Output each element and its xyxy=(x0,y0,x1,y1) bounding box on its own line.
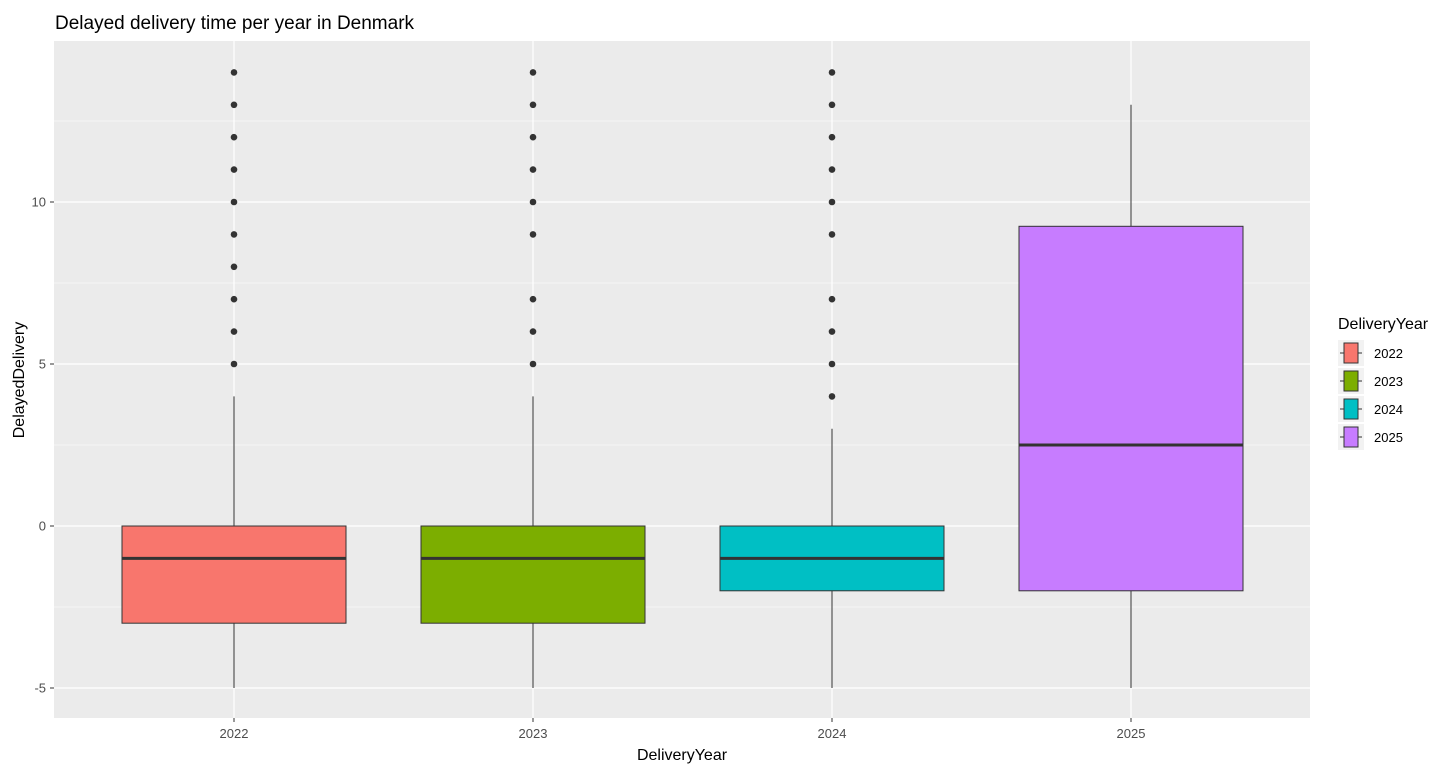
y-axis-ticks: -5 0 5 10 xyxy=(32,195,54,696)
outlier-point xyxy=(828,393,836,400)
box-iqr xyxy=(1018,225,1244,592)
box-2023 xyxy=(420,69,646,688)
outlier-point xyxy=(828,69,836,76)
y-tick-label: 0 xyxy=(39,519,46,534)
outlier-point xyxy=(230,231,238,238)
outlier-point xyxy=(529,360,537,368)
outlier-point xyxy=(529,101,537,109)
outlier-point xyxy=(230,360,238,368)
legend-key-swatch xyxy=(1343,426,1359,448)
outlier-point xyxy=(828,101,836,109)
x-tick-label: 2025 xyxy=(1117,726,1146,741)
outlier-point xyxy=(828,133,836,141)
x-axis-ticks: 2022 2023 2024 2025 xyxy=(220,718,1146,741)
box-2025 xyxy=(1018,104,1244,688)
legend: DeliveryYear 2022 2023 2024 2025 xyxy=(1338,316,1429,450)
outlier-point xyxy=(529,231,537,238)
outlier-point xyxy=(230,101,238,109)
outlier-point xyxy=(230,166,238,173)
outlier-point xyxy=(230,69,238,76)
legend-item-2024: 2024 xyxy=(1338,396,1403,422)
outlier-point xyxy=(529,166,537,173)
legend-key-swatch xyxy=(1343,398,1359,420)
outlier-point xyxy=(828,328,836,335)
box-2022 xyxy=(121,69,347,688)
legend-item-2022: 2022 xyxy=(1338,340,1403,366)
x-axis-label: DeliveryYear xyxy=(637,747,728,764)
outlier-point xyxy=(230,263,238,271)
outlier-point xyxy=(230,328,238,335)
box-2024 xyxy=(719,69,945,688)
box-plots xyxy=(121,69,1244,688)
legend-items: 2022 2023 2024 2025 xyxy=(1338,340,1403,450)
x-tick-label: 2022 xyxy=(220,726,249,741)
outlier-point xyxy=(828,231,836,238)
y-tick-label: 5 xyxy=(39,357,46,372)
legend-key-swatch xyxy=(1343,370,1359,392)
y-axis-label: DelayedDelivery xyxy=(11,322,28,439)
box-iqr xyxy=(121,525,347,624)
y-tick-label: 10 xyxy=(32,195,46,210)
outlier-point xyxy=(828,360,836,368)
outlier-point xyxy=(230,198,238,206)
outlier-point xyxy=(230,133,238,141)
outlier-point xyxy=(828,198,836,206)
legend-item-2025: 2025 xyxy=(1338,424,1403,450)
outlier-point xyxy=(529,295,537,303)
legend-key-swatch xyxy=(1343,342,1359,364)
y-tick-label: -5 xyxy=(34,681,46,696)
x-tick-label: 2024 xyxy=(818,726,847,741)
outlier-point xyxy=(529,133,537,141)
legend-label: 2025 xyxy=(1374,430,1403,445)
outlier-point xyxy=(828,166,836,173)
legend-label: 2022 xyxy=(1374,346,1403,361)
outlier-point xyxy=(529,328,537,335)
outlier-point xyxy=(230,295,238,303)
legend-label: 2023 xyxy=(1374,374,1403,389)
outlier-point xyxy=(529,69,537,76)
box-iqr xyxy=(420,525,646,624)
legend-title: DeliveryYear xyxy=(1338,316,1429,333)
x-tick-label: 2023 xyxy=(519,726,548,741)
outlier-point xyxy=(828,295,836,303)
outlier-point xyxy=(529,198,537,206)
legend-item-2023: 2023 xyxy=(1338,368,1403,394)
legend-label: 2024 xyxy=(1374,402,1403,417)
chart-title: Delayed delivery time per year in Denmar… xyxy=(55,13,415,34)
